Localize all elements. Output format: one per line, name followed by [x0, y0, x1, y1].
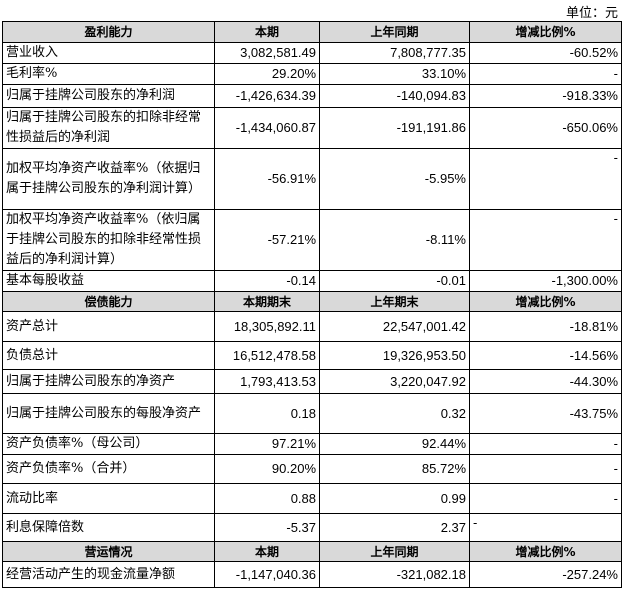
- table-row: 加权平均净资产收益率%（依据归属于挂牌公司股东的净利润计算） -56.91% -…: [2, 148, 622, 210]
- prior-value: 2.37: [319, 513, 470, 542]
- current-value: 97.21%: [214, 433, 320, 455]
- table-row: 毛利率% 29.20% 33.10% -: [2, 63, 622, 85]
- table-row: 资产总计 18,305,892.11 22,547,001.42 -18.81%: [2, 311, 622, 342]
- table-row: 流动比率 0.88 0.99 -: [2, 483, 622, 514]
- header-cell: 增减比例%: [469, 291, 622, 312]
- header-cell: 上年同期: [319, 541, 470, 562]
- change-percent: -: [469, 483, 622, 514]
- table-row: 资产负债率%（合并） 90.20% 85.72% -: [2, 454, 622, 484]
- row-label: 基本每股收益: [2, 270, 215, 292]
- change-percent: -: [469, 454, 622, 484]
- section-header-operations: 营运情况 本期 上年同期 增减比例%: [2, 541, 622, 562]
- row-label: 利息保障倍数: [2, 513, 215, 542]
- change-percent: -1,300.00%: [469, 270, 622, 292]
- prior-value: 3,220,047.92: [319, 369, 470, 394]
- table-row: 资产负债率%（母公司） 97.21% 92.44% -: [2, 433, 622, 455]
- row-label: 经营活动产生的现金流量净额: [2, 561, 215, 588]
- change-percent: -60.52%: [469, 42, 622, 64]
- prior-value: 19,326,953.50: [319, 341, 470, 370]
- change-percent: -: [469, 433, 622, 455]
- header-cell: 本期期末: [214, 291, 320, 312]
- table-row: 营业收入 3,082,581.49 7,808,777.35 -60.52%: [2, 42, 622, 64]
- unit-label: 单位：元: [565, 6, 618, 21]
- table-row: 归属于挂牌公司股东的净利润 -1,426,634.39 -140,094.83 …: [2, 84, 622, 108]
- row-label: 归属于挂牌公司股东的净资产: [2, 369, 215, 394]
- row-label: 资产总计: [2, 311, 215, 342]
- row-label: 资产负债率%（合并）: [2, 454, 215, 484]
- header-cell: 本期: [214, 541, 320, 562]
- prior-value: -140,094.83: [319, 84, 470, 108]
- row-label: 毛利率%: [2, 63, 215, 85]
- prior-value: -8.11%: [319, 209, 470, 271]
- row-label: 负债总计: [2, 341, 215, 370]
- prior-value: -0.01: [319, 270, 470, 292]
- prior-value: 92.44%: [319, 433, 470, 455]
- current-value: 90.20%: [214, 454, 320, 484]
- row-label: 营业收入: [2, 42, 215, 64]
- current-value: 18,305,892.11: [214, 311, 320, 342]
- prior-value: 7,808,777.35: [319, 42, 470, 64]
- table-row: 利息保障倍数 -5.37 2.37 -: [2, 513, 622, 542]
- change-percent: -18.81%: [469, 311, 622, 342]
- header-cell: 增减比例%: [469, 21, 622, 43]
- change-percent: -43.75%: [469, 393, 622, 434]
- row-label: 归属于挂牌公司股东的每股净资产: [2, 393, 215, 434]
- prior-value: 0.99: [319, 483, 470, 514]
- current-value: 29.20%: [214, 63, 320, 85]
- change-percent: -257.24%: [469, 561, 622, 588]
- financial-indicators-table: 盈利能力 本期 上年同期 增减比例% 营业收入 3,082,581.49 7,8…: [2, 21, 622, 588]
- table-row: 经营活动产生的现金流量净额 -1,147,040.36 -321,082.18 …: [2, 561, 622, 588]
- header-cell: 盈利能力: [2, 21, 215, 43]
- table-row: 归属于挂牌公司股东的扣除非经常性损益后的净利润 -1,434,060.87 -1…: [2, 107, 622, 149]
- prior-value: 33.10%: [319, 63, 470, 85]
- header-cell: 增减比例%: [469, 541, 622, 562]
- current-value: -57.21%: [214, 209, 320, 271]
- table-row: 归属于挂牌公司股东的净资产 1,793,413.53 3,220,047.92 …: [2, 369, 622, 394]
- row-label: 资产负债率%（母公司）: [2, 433, 215, 455]
- header-cell: 上年期末: [319, 291, 470, 312]
- prior-value: 85.72%: [319, 454, 470, 484]
- header-cell: 本期: [214, 21, 320, 43]
- current-value: 1,793,413.53: [214, 369, 320, 394]
- section-header-solvency: 偿债能力 本期期末 上年期末 增减比例%: [2, 291, 622, 312]
- row-label: 加权平均净资产收益率%（依归属于挂牌公司股东的扣除非经常性损益后的净利润计算）: [2, 209, 215, 271]
- current-value: -1,426,634.39: [214, 84, 320, 108]
- change-percent: -: [469, 513, 622, 542]
- prior-value: -191,191.86: [319, 107, 470, 149]
- table-row: 归属于挂牌公司股东的每股净资产 0.18 0.32 -43.75%: [2, 393, 622, 434]
- current-value: -1,147,040.36: [214, 561, 320, 588]
- table-row: 负债总计 16,512,478.58 19,326,953.50 -14.56%: [2, 341, 622, 370]
- prior-value: -321,082.18: [319, 561, 470, 588]
- change-percent: -44.30%: [469, 369, 622, 394]
- change-percent: -: [469, 148, 622, 210]
- change-percent: -650.06%: [469, 107, 622, 149]
- row-label: 归属于挂牌公司股东的净利润: [2, 84, 215, 108]
- row-label: 加权平均净资产收益率%（依据归属于挂牌公司股东的净利润计算）: [2, 148, 215, 210]
- header-cell: 上年同期: [319, 21, 470, 43]
- change-percent: -: [469, 209, 622, 271]
- current-value: -1,434,060.87: [214, 107, 320, 149]
- table-row: 基本每股收益 -0.14 -0.01 -1,300.00%: [2, 270, 622, 292]
- table-row: 加权平均净资产收益率%（依归属于挂牌公司股东的扣除非经常性损益后的净利润计算） …: [2, 209, 622, 271]
- section-header-profitability: 盈利能力 本期 上年同期 增减比例%: [2, 21, 622, 43]
- current-value: 0.18: [214, 393, 320, 434]
- change-percent: -918.33%: [469, 84, 622, 108]
- current-value: -5.37: [214, 513, 320, 542]
- prior-value: 22,547,001.42: [319, 311, 470, 342]
- current-value: 16,512,478.58: [214, 341, 320, 370]
- row-label: 流动比率: [2, 483, 215, 514]
- header-cell: 营运情况: [2, 541, 215, 562]
- current-value: 3,082,581.49: [214, 42, 320, 64]
- current-value: -56.91%: [214, 148, 320, 210]
- row-label: 归属于挂牌公司股东的扣除非经常性损益后的净利润: [2, 107, 215, 149]
- change-percent: -: [469, 63, 622, 85]
- current-value: -0.14: [214, 270, 320, 292]
- prior-value: 0.32: [319, 393, 470, 434]
- header-cell: 偿债能力: [2, 291, 215, 312]
- current-value: 0.88: [214, 483, 320, 514]
- prior-value: -5.95%: [319, 148, 470, 210]
- change-percent: -14.56%: [469, 341, 622, 370]
